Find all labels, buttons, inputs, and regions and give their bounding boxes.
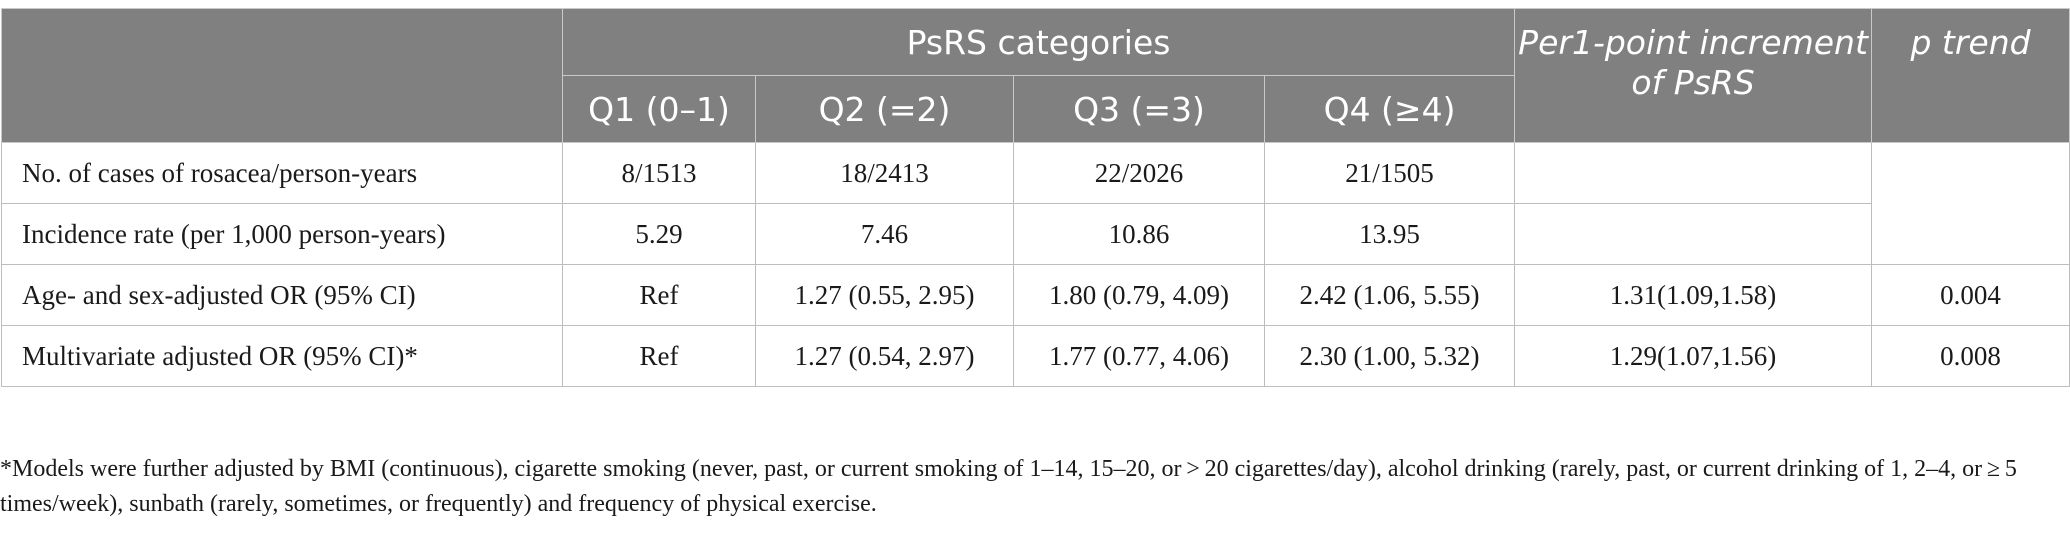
trend-cell: 0.008: [1871, 325, 2070, 387]
table-cell: Ref: [562, 325, 756, 387]
increment-cell: 1.29(1.07,1.56): [1514, 325, 1873, 387]
header-p-trend: p trend: [1871, 8, 2070, 143]
table-cell: 21/1505: [1263, 142, 1516, 204]
table-cell: 2.30 (1.00, 5.32): [1263, 325, 1516, 387]
trend-cell: [1871, 142, 2070, 265]
table-row: Incidence rate (per 1,000 person-years) …: [1, 203, 2070, 265]
row-label: No. of cases of rosacea/person-years: [1, 142, 563, 204]
header-blank-cell: [1, 8, 563, 143]
trend-cell: 0.004: [1871, 264, 2070, 326]
header-q1: Q1 (0–1): [562, 75, 756, 143]
results-table: PsRS categories Per1-point increment of …: [1, 8, 2070, 387]
increment-cell: 1.31(1.09,1.58): [1514, 264, 1873, 326]
header-q3: Q3 (=3): [1013, 75, 1265, 143]
table-cell: 1.77 (0.77, 4.06): [1013, 325, 1265, 387]
header-q4: Q4 (≥4): [1263, 75, 1516, 143]
results-table-container: PsRS categories Per1-point increment of …: [0, 8, 2070, 387]
table-cell: Ref: [562, 264, 756, 326]
table-cell: 2.42 (1.06, 5.55): [1263, 264, 1516, 326]
table-cell: 7.46: [755, 203, 1014, 265]
increment-cell: [1514, 203, 1873, 265]
row-label: Incidence rate (per 1,000 person-years): [1, 203, 563, 265]
table-cell: 1.27 (0.54, 2.97): [755, 325, 1014, 387]
table-cell: 8/1513: [562, 142, 756, 204]
table-cell: 22/2026: [1013, 142, 1265, 204]
row-label: Age- and sex-adjusted OR (95% CI): [1, 264, 563, 326]
row-label: Multivariate adjusted OR (95% CI)*: [1, 325, 563, 387]
table-footnote: *Models were further adjusted by BMI (co…: [0, 456, 2017, 517]
table-cell: 10.86: [1013, 203, 1265, 265]
table-row: Age- and sex-adjusted OR (95% CI) Ref 1.…: [1, 264, 2070, 326]
table-cell: 1.27 (0.55, 2.95): [755, 264, 1014, 326]
table-cell: 13.95: [1263, 203, 1516, 265]
table-row: No. of cases of rosacea/person-years 8/1…: [1, 142, 2070, 265]
table-cell: 5.29: [562, 203, 756, 265]
table-cell: 1.80 (0.79, 4.09): [1013, 264, 1265, 326]
table-cell: 18/2413: [755, 142, 1014, 204]
header-q2: Q2 (=2): [755, 75, 1014, 143]
increment-cell: [1514, 142, 1873, 204]
table-row: Multivariate adjusted OR (95% CI)* Ref 1…: [1, 325, 2070, 387]
header-increment: Per1-point increment of PsRS: [1514, 8, 1873, 143]
header-psrs-categories: PsRS categories: [561, 8, 1516, 76]
